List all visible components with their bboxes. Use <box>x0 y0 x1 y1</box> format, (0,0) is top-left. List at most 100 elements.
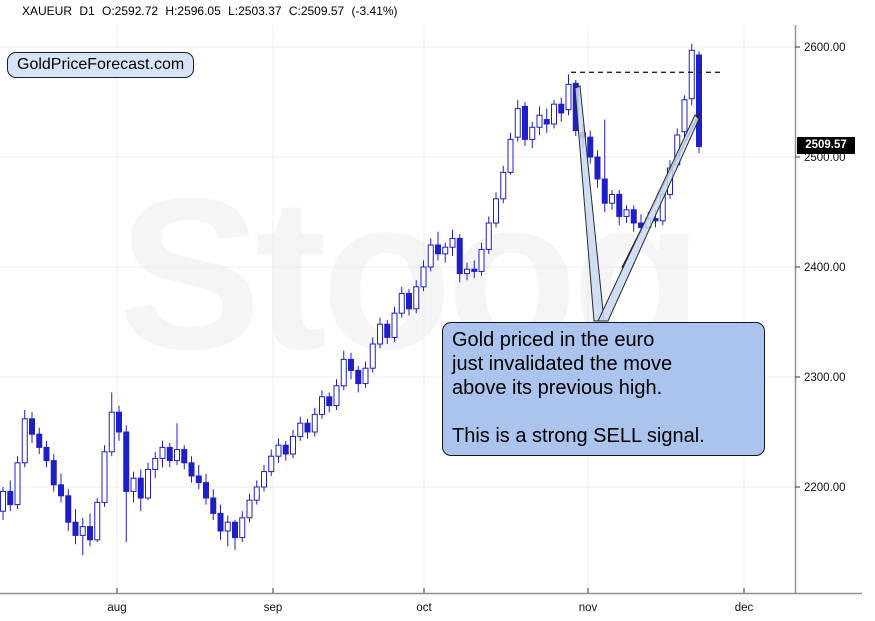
candle-body-down <box>217 512 224 532</box>
candle-body-up <box>130 477 137 492</box>
callout-pointer <box>574 85 605 322</box>
candle-body-up <box>427 244 434 268</box>
candle-body-up <box>253 486 260 501</box>
candle-body-up <box>565 83 572 111</box>
x-axis-month-label: oct <box>416 602 432 614</box>
candle-body-up <box>529 126 536 140</box>
candle-body-up <box>391 312 398 338</box>
candle-body-up <box>464 268 470 275</box>
candle-body-up <box>0 490 6 512</box>
candle-body-down <box>435 244 441 255</box>
candle-body-up <box>174 449 180 462</box>
x-axis-month-label: dec <box>735 602 754 614</box>
candle-body-up <box>224 521 231 532</box>
candle-body-down <box>72 521 79 536</box>
candle-body-down <box>36 433 43 448</box>
candle-body-down <box>456 237 463 275</box>
candle-body-down <box>543 119 550 125</box>
candle-body-down <box>355 369 362 385</box>
candle-body-down <box>210 497 217 514</box>
callout-pointer <box>597 114 700 322</box>
candle-body-down <box>601 178 608 204</box>
candle-body-up <box>377 323 383 345</box>
candle-body-down <box>326 396 333 407</box>
candle-body-down <box>282 444 289 455</box>
annotation-line <box>452 400 755 424</box>
candle-body-up <box>340 358 347 387</box>
candle-body-up <box>500 171 507 200</box>
candle-body-down <box>29 418 35 435</box>
candle-body-down <box>304 422 311 433</box>
candle-body-up <box>514 108 521 138</box>
candle-body-up <box>311 413 318 433</box>
candle-body-down <box>594 156 601 180</box>
candle-body-down <box>65 495 72 523</box>
candle-body-up <box>681 99 688 133</box>
candle-body-up <box>21 418 28 464</box>
candle-body-down <box>188 462 195 477</box>
candle-body-down <box>123 431 130 492</box>
candle-body-up <box>239 517 246 539</box>
candle-body-up <box>420 266 427 288</box>
annotation-line: This is a strong SELL signal. <box>452 425 705 447</box>
candle-body-up <box>609 193 615 204</box>
candle-body-down <box>116 411 122 433</box>
candle-body-up <box>551 103 557 125</box>
candle-body-down <box>58 484 64 497</box>
candle-body-up <box>261 471 267 488</box>
x-axis-month-label: sep <box>264 602 283 614</box>
candle-body-down <box>406 292 412 310</box>
candle-body-down <box>558 103 565 114</box>
candle-body-up <box>507 138 514 173</box>
candle-body-up <box>246 499 253 519</box>
candle-body-down <box>522 105 528 140</box>
candle-body-up <box>275 444 282 457</box>
x-axis-month-label: nov <box>579 602 598 614</box>
candle-body-down <box>696 54 702 147</box>
candle-body-down <box>587 136 594 158</box>
candle-body-down <box>616 193 623 217</box>
candle-body-up <box>536 114 543 128</box>
candle-body-up <box>398 292 405 314</box>
candle-body-up <box>79 526 86 536</box>
x-axis-month-label: aug <box>107 602 126 614</box>
candle-body-up <box>94 501 101 541</box>
candle-body-up <box>493 198 499 224</box>
y-axis-tick-label: 2300.00 <box>804 372 846 384</box>
candle-body-up <box>268 455 275 473</box>
candle-body-up <box>290 435 296 455</box>
candle-body-down <box>348 358 354 371</box>
candle-body-up <box>108 411 115 453</box>
candle-body-up <box>297 422 304 437</box>
annotation-line: just invalidated the move <box>452 353 673 375</box>
candle-body-down <box>232 521 238 539</box>
last-price-tag: 2509.57 <box>797 137 855 154</box>
y-axis-tick-label: 2200.00 <box>804 482 846 494</box>
candle-body-down <box>195 475 202 484</box>
candle-body-up <box>145 468 151 499</box>
y-axis-tick-label: 2500.00 <box>804 152 846 164</box>
candle-body-up <box>362 367 369 385</box>
candle-body-up <box>485 222 492 250</box>
annotation-callout: Gold priced in the euro just invalidated… <box>442 322 765 456</box>
symbol-ohlc-title: XAUEUR D1 O:2592.72 H:2596.05 L:2503.37 … <box>22 4 398 18</box>
candle-body-down <box>137 477 144 499</box>
brand-badge[interactable]: GoldPriceForecast.com <box>7 52 195 78</box>
candle-body-down <box>7 490 14 506</box>
candle-body-up <box>442 246 449 255</box>
candle-body-down <box>166 446 173 462</box>
candle-body-up <box>688 49 695 100</box>
candle-body-up <box>333 385 340 407</box>
candle-body-up <box>14 462 21 506</box>
y-axis-tick-label: 2400.00 <box>804 262 846 274</box>
annotation-line: above its previous high. <box>452 377 663 399</box>
candle-body-up <box>159 446 166 459</box>
candle-body-up <box>413 286 420 310</box>
candle-body-up <box>319 396 325 415</box>
candle-body-up <box>449 237 456 248</box>
annotation-line: Gold priced in the euro <box>452 329 655 351</box>
candle-body-down <box>471 268 478 272</box>
candle-body-down <box>384 323 391 338</box>
candle-body-down <box>43 446 50 462</box>
